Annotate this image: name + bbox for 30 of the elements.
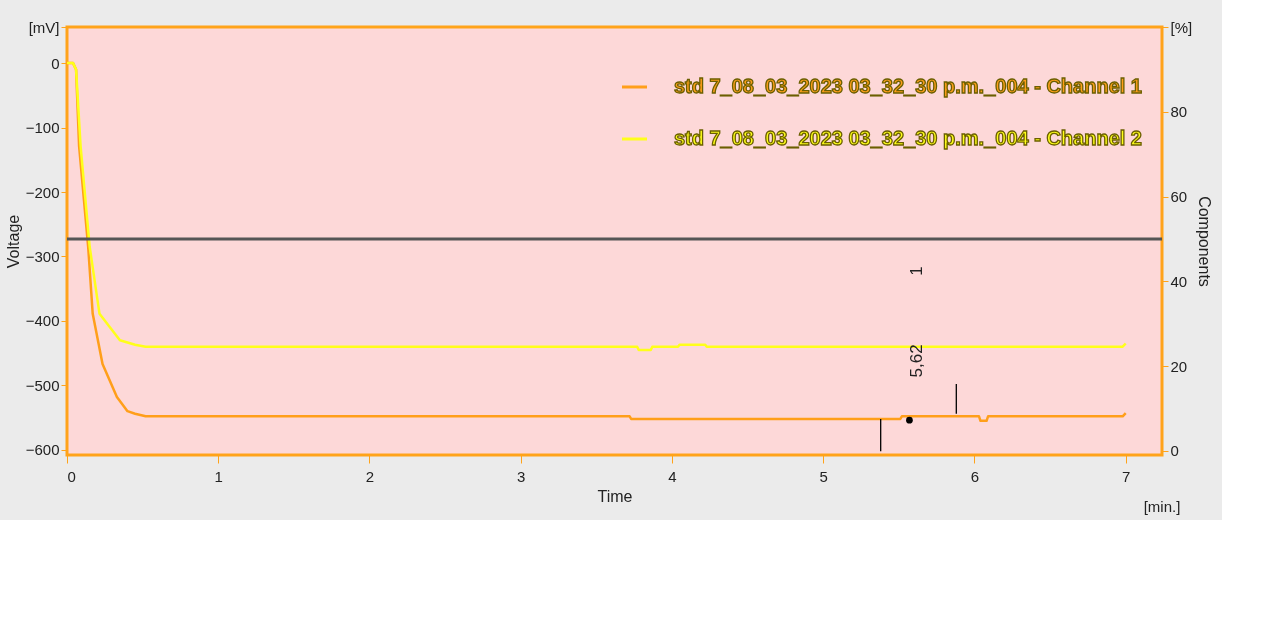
legend-label: std 7_08_03_2023 03_32_30 p.m._004 - Channel 1 (673, 75, 1142, 97)
x-tick-label: 5 (819, 467, 828, 485)
x-tick-label: 6 (970, 467, 980, 485)
y-tick-label: −200 (25, 183, 60, 201)
y2-tick-label: [%] (1170, 18, 1193, 36)
y2-axis-title: Components (1196, 196, 1214, 287)
x-tick-label: 1 (214, 467, 223, 485)
y2-tick-label: 40 (1170, 272, 1188, 290)
y-tick-label: [mV] (28, 18, 60, 36)
y2-tick-label: 0 (1170, 442, 1179, 460)
x-tick-label: 0 (67, 467, 76, 485)
annotation: 1 (906, 266, 926, 276)
y-tick-label: −300 (25, 247, 60, 265)
x-tick-label: 3 (517, 467, 526, 485)
x-tick-label: 4 (668, 467, 677, 485)
y2-tick-label: 60 (1170, 188, 1188, 205)
x-axis-title: Time (597, 487, 633, 505)
annotation: 5,62 (906, 344, 926, 378)
y-tick-label: −600 (25, 441, 60, 459)
x-tick-label: 7 (1122, 467, 1131, 485)
x-tick-label: 2 (365, 467, 375, 485)
text: [min.] (1143, 498, 1181, 515)
y-tick-label: 0 (51, 54, 60, 72)
y2-tick-label: 80 (1170, 103, 1188, 121)
y2-tick-label: 20 (1170, 357, 1188, 375)
y-tick-label: −100 (25, 119, 60, 137)
y-tick-label: −500 (25, 376, 60, 394)
y-tick-label: −400 (25, 312, 60, 330)
legend-label: std 7_08_03_2023 03_32_30 p.m._004 - Channel 2 (673, 127, 1142, 149)
y-axis-title: Voltage (4, 214, 22, 269)
